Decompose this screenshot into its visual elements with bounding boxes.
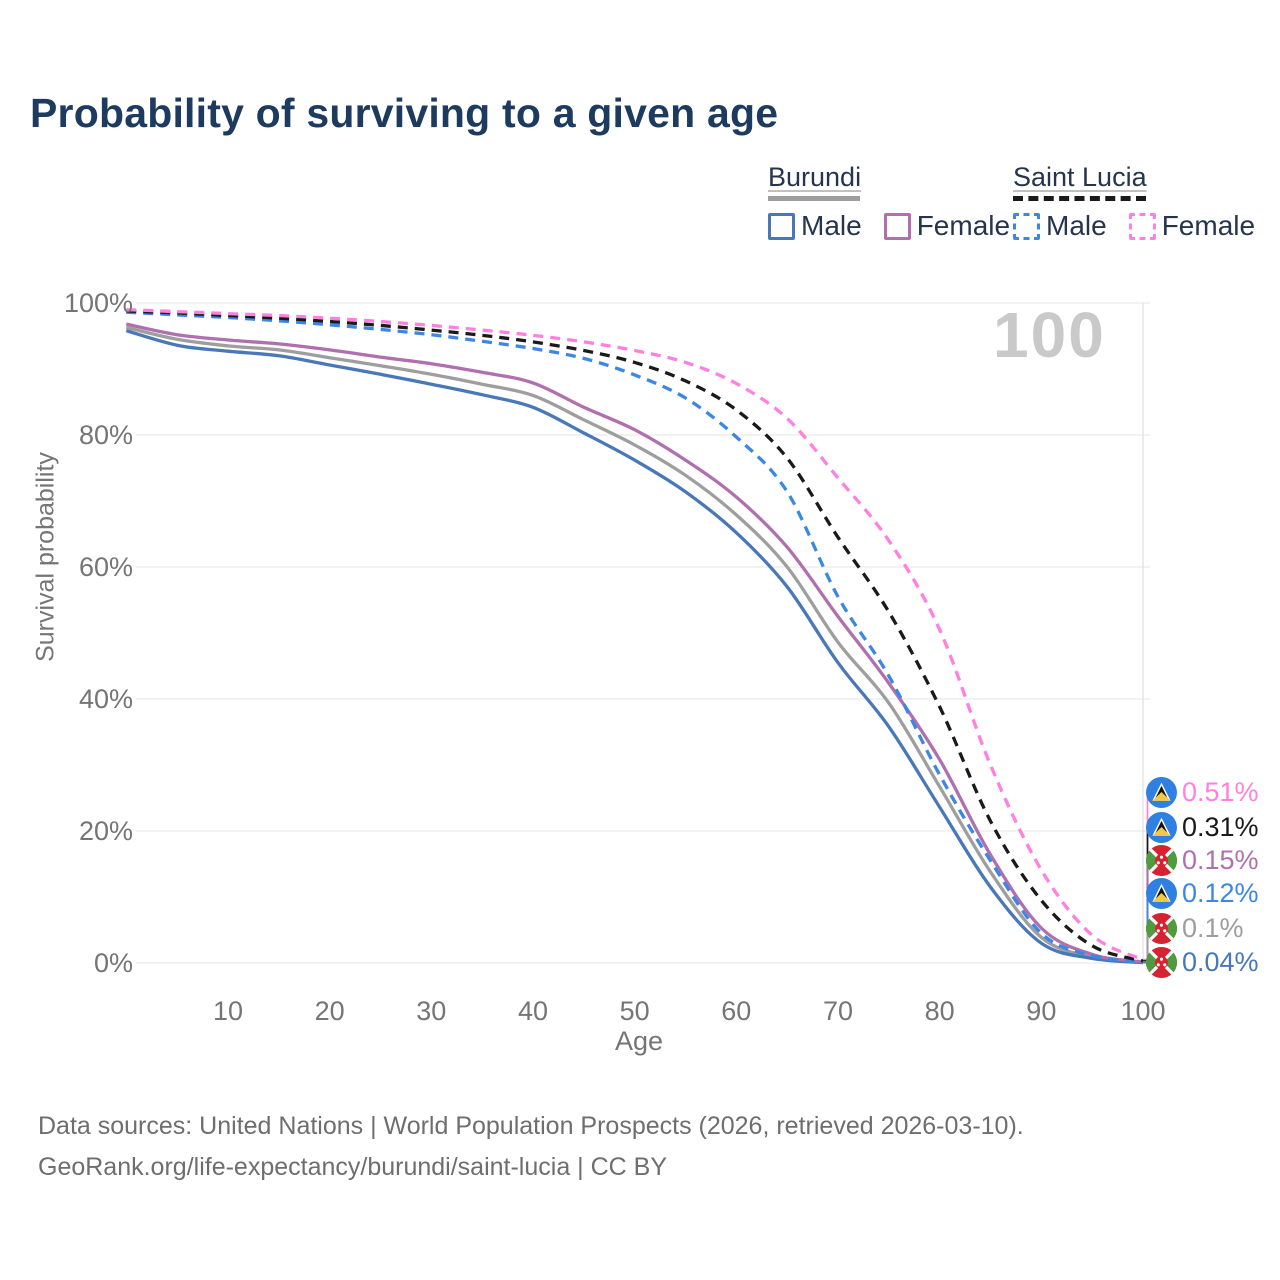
burundi-flag-icon xyxy=(1146,912,1177,944)
end-label-value: 0.15% xyxy=(1182,844,1259,875)
page-title: Probability of surviving to a given age xyxy=(30,90,779,136)
x-tick-label-50: 50 xyxy=(619,996,650,1026)
end-label-value: 0.12% xyxy=(1182,877,1259,908)
y-tick-label-40%: 40% xyxy=(78,684,133,714)
legend-item-saint-lucia-male[interactable]: Male xyxy=(1013,210,1107,242)
end-label-value: 0.51% xyxy=(1182,776,1259,807)
burundi-male-swatch-icon xyxy=(768,212,795,240)
burundi-flag-icon xyxy=(1146,946,1177,978)
series-line-saint-lucia-female xyxy=(126,307,1144,962)
legend-item-label: Female xyxy=(916,210,1011,241)
end-label-value: 0.31% xyxy=(1182,811,1259,842)
end-label-saint-lucia-male: 0.12% xyxy=(1146,876,1259,910)
end-label-value: 0.1% xyxy=(1182,912,1244,943)
data-source-footer: Data sources: United Nations | World Pop… xyxy=(38,1106,1024,1188)
x-tick-label-20: 20 xyxy=(314,996,345,1026)
legend-underline-burundi-solid xyxy=(768,196,860,201)
series-line-saint-lucia-male xyxy=(126,310,1144,964)
burundi-female-swatch-icon xyxy=(883,212,911,240)
end-label-burundi: 0.1% xyxy=(1146,911,1244,945)
saint-lucia-flag-icon xyxy=(1146,877,1177,909)
saint-lucia-male-swatch-icon xyxy=(1013,212,1040,240)
legend-group-saint-lucia: Saint Lucia Male Female xyxy=(1013,162,1277,242)
legend-item-burundi-female[interactable]: Female xyxy=(883,210,1011,242)
series-line-burundi xyxy=(125,325,1144,964)
legend-item-saint-lucia-female[interactable]: Female xyxy=(1128,210,1256,242)
burundi-flag-icon xyxy=(1146,844,1177,876)
series-line-burundi-female xyxy=(125,322,1144,964)
x-tick-label-10: 10 xyxy=(212,996,243,1026)
legend-item-burundi-male[interactable]: Male xyxy=(768,210,862,242)
legend-header-burundi[interactable]: Burundi xyxy=(768,162,862,192)
footer-line-1: Data sources: United Nations | World Pop… xyxy=(38,1112,1024,1140)
series-line-saint-lucia xyxy=(126,309,1144,963)
legend-header-saint-lucia[interactable]: Saint Lucia xyxy=(1013,162,1147,192)
x-tick-label-40: 40 xyxy=(517,996,548,1026)
saint-lucia-flag-icon xyxy=(1146,776,1177,808)
age-watermark: 100 xyxy=(993,299,1106,371)
x-axis-title: Age xyxy=(614,1026,664,1056)
end-label-value: 0.04% xyxy=(1182,946,1259,977)
y-tick-label-100%: 100% xyxy=(63,288,133,318)
end-label-saint-lucia-female: 0.51% xyxy=(1146,775,1259,809)
saint-lucia-female-swatch-icon xyxy=(1128,212,1156,240)
x-tick-label-100: 100 xyxy=(1120,996,1166,1026)
y-tick-label-80%: 80% xyxy=(78,420,133,450)
y-tick-label-0%: 0% xyxy=(93,948,133,978)
legend-item-label: Male xyxy=(1046,210,1107,241)
y-tick-label-60%: 60% xyxy=(78,552,133,582)
series-line-burundi-male xyxy=(125,329,1144,965)
end-label-saint-lucia: 0.31% xyxy=(1146,810,1259,844)
legend-underline-saint-lucia-dashed xyxy=(1013,196,1146,201)
end-label-burundi-male: 0.04% xyxy=(1146,945,1259,979)
legend-item-label: Male xyxy=(801,210,862,241)
saint-lucia-flag-icon xyxy=(1146,811,1177,843)
x-tick-label-30: 30 xyxy=(416,996,447,1026)
x-tick-label-70: 70 xyxy=(822,996,853,1026)
x-tick-label-80: 80 xyxy=(924,996,955,1026)
legend-group-burundi: Burundi Male Female xyxy=(768,162,1032,242)
end-label-burundi-female: 0.15% xyxy=(1146,843,1259,877)
x-tick-label-60: 60 xyxy=(721,996,752,1026)
footer-line-2: GeoRank.org/life-expectancy/burundi/sain… xyxy=(38,1153,668,1181)
x-tick-label-90: 90 xyxy=(1026,996,1057,1026)
y-tick-label-20%: 20% xyxy=(78,816,133,846)
legend-item-label: Female xyxy=(1161,210,1256,241)
